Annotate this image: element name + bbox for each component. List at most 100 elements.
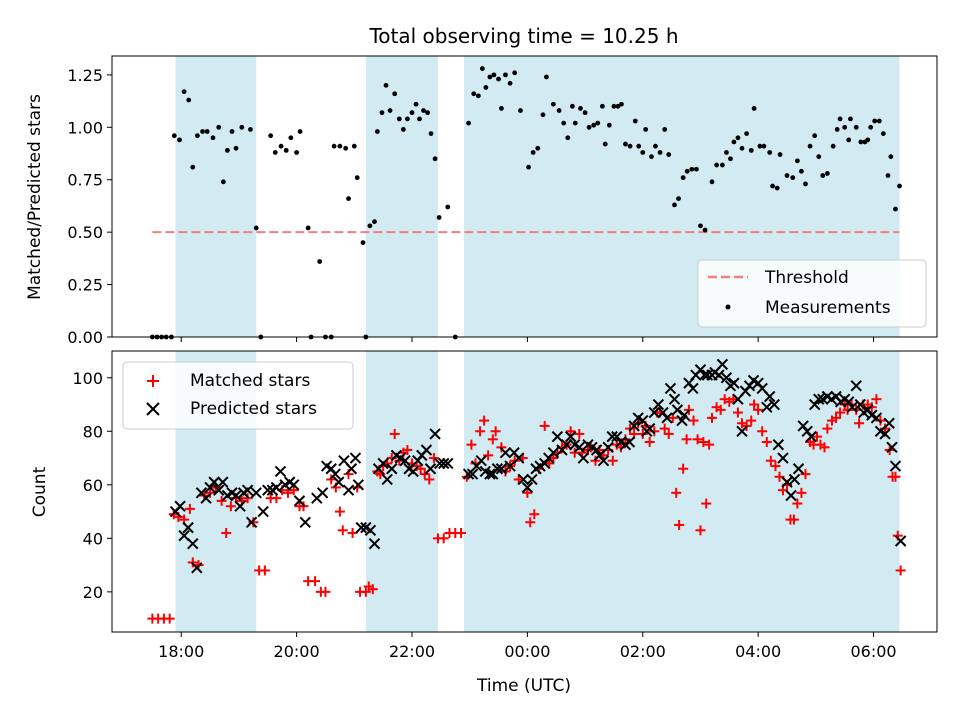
measurement-point bbox=[582, 110, 588, 116]
measurement-point bbox=[400, 126, 406, 132]
top-legend-box bbox=[697, 259, 927, 328]
measurement-point bbox=[367, 223, 373, 229]
measurement-point bbox=[636, 143, 642, 149]
measurement-point bbox=[479, 66, 485, 71]
matched-legend-label: Matched stars bbox=[190, 371, 310, 391]
measurement-point bbox=[346, 196, 351, 201]
top-shade-interval-2 bbox=[365, 56, 438, 337]
matched-star-point bbox=[688, 415, 699, 426]
predicted-star-point bbox=[274, 465, 287, 478]
predicted-star-point bbox=[442, 457, 454, 470]
matched-star-point bbox=[320, 586, 331, 597]
matched-star-point bbox=[644, 436, 655, 447]
measurement-point bbox=[599, 103, 605, 109]
matched-star-point bbox=[788, 514, 799, 525]
measurement-point bbox=[383, 82, 389, 88]
measurement-point bbox=[876, 118, 882, 124]
bottom-y-tick-label: 20 bbox=[83, 583, 103, 602]
measurement-point bbox=[530, 150, 536, 155]
predicted-star-point bbox=[551, 430, 564, 443]
measurement-point bbox=[181, 89, 187, 95]
predicted-star-point bbox=[843, 396, 855, 408]
measurement-point bbox=[404, 116, 410, 122]
matched-star-point bbox=[831, 412, 842, 423]
predicted-star-point bbox=[257, 505, 269, 518]
measurement-point bbox=[507, 80, 513, 86]
measurement-point bbox=[858, 139, 864, 145]
predicted-star-point bbox=[590, 444, 603, 456]
measurement-point bbox=[337, 143, 343, 149]
x-tick-label: 06:00 bbox=[850, 642, 896, 661]
predicted-star-point bbox=[643, 422, 656, 435]
measurement-point bbox=[297, 129, 303, 134]
matched-star-point bbox=[334, 506, 345, 517]
predicted-star-point bbox=[355, 521, 367, 534]
measurement-point bbox=[767, 150, 773, 155]
matched-star-point bbox=[659, 423, 670, 434]
predicted-stars-points bbox=[169, 358, 907, 574]
matched-star-point bbox=[310, 576, 321, 587]
predicted-star-point bbox=[577, 452, 590, 464]
measurement-point bbox=[868, 124, 874, 130]
bottom-axes-frame bbox=[111, 350, 938, 633]
measurement-point bbox=[684, 168, 690, 174]
matched-star-point bbox=[812, 431, 822, 442]
predicted-star-point bbox=[713, 369, 725, 381]
predicted-star-point bbox=[230, 489, 242, 502]
matched-legend-marker bbox=[147, 375, 159, 387]
measurement-point bbox=[853, 124, 859, 130]
measurement-point bbox=[483, 85, 489, 90]
measurement-point bbox=[744, 131, 750, 136]
measurement-point bbox=[865, 137, 871, 143]
predicted-star-point bbox=[293, 495, 306, 507]
predicted-star-point bbox=[262, 484, 274, 496]
measurement-point bbox=[487, 74, 493, 80]
predicted-star-point bbox=[504, 460, 516, 472]
matched-star-point bbox=[765, 455, 776, 466]
matched-star-point bbox=[216, 495, 227, 506]
matched-star-point bbox=[184, 503, 195, 514]
predicted-star-point bbox=[424, 463, 437, 475]
matched-star-point bbox=[525, 517, 536, 528]
predicted-star-point bbox=[763, 390, 776, 403]
measurement-point bbox=[278, 143, 284, 149]
measurement-point bbox=[837, 116, 843, 122]
predicted-star-point bbox=[316, 487, 329, 499]
matched-star-point bbox=[800, 469, 811, 480]
matched-star-point bbox=[681, 434, 692, 445]
predicted-star-point bbox=[720, 372, 733, 384]
matched-star-point bbox=[749, 399, 760, 410]
matched-star-point bbox=[746, 415, 757, 426]
top-y-tick-label: 1.00 bbox=[67, 118, 103, 137]
measurement-point bbox=[268, 133, 274, 139]
measurement-point bbox=[305, 225, 311, 231]
predicted-star-point bbox=[213, 484, 225, 496]
predicted-star-point bbox=[381, 473, 393, 486]
measurement-point bbox=[794, 158, 800, 164]
matched-star-point bbox=[282, 487, 293, 498]
predicted-star-point bbox=[846, 401, 858, 413]
predicted-star-point bbox=[475, 455, 487, 467]
predicted-star-point bbox=[671, 404, 684, 416]
predicted-star-point bbox=[342, 484, 355, 496]
predicted-star-point bbox=[886, 441, 898, 454]
measurement-point bbox=[731, 139, 737, 145]
predicted-star-point bbox=[648, 406, 661, 419]
predicted-star-point bbox=[668, 393, 681, 405]
predicted-star-point bbox=[606, 430, 618, 443]
measurement-point bbox=[186, 97, 192, 103]
measurement-point bbox=[569, 103, 575, 109]
top-y-tick-label: 0.00 bbox=[67, 328, 103, 347]
bottom-panel: 20 40 60 80 100 18:00 20:00 22:00 00:00 02:00 04:… bbox=[30, 350, 938, 696]
measurement-point bbox=[602, 141, 608, 147]
x-tick-label: 00:00 bbox=[504, 642, 550, 661]
matched-star-point bbox=[337, 525, 348, 536]
measurement-point bbox=[834, 126, 840, 132]
predicted-star-point bbox=[245, 516, 258, 528]
measurement-point bbox=[544, 74, 549, 80]
predicted-star-point bbox=[517, 473, 530, 486]
measurement-point bbox=[317, 259, 323, 264]
predicted-star-point bbox=[329, 468, 341, 480]
x-tick-label: 18:00 bbox=[158, 642, 204, 661]
predicted-star-point bbox=[174, 500, 186, 512]
